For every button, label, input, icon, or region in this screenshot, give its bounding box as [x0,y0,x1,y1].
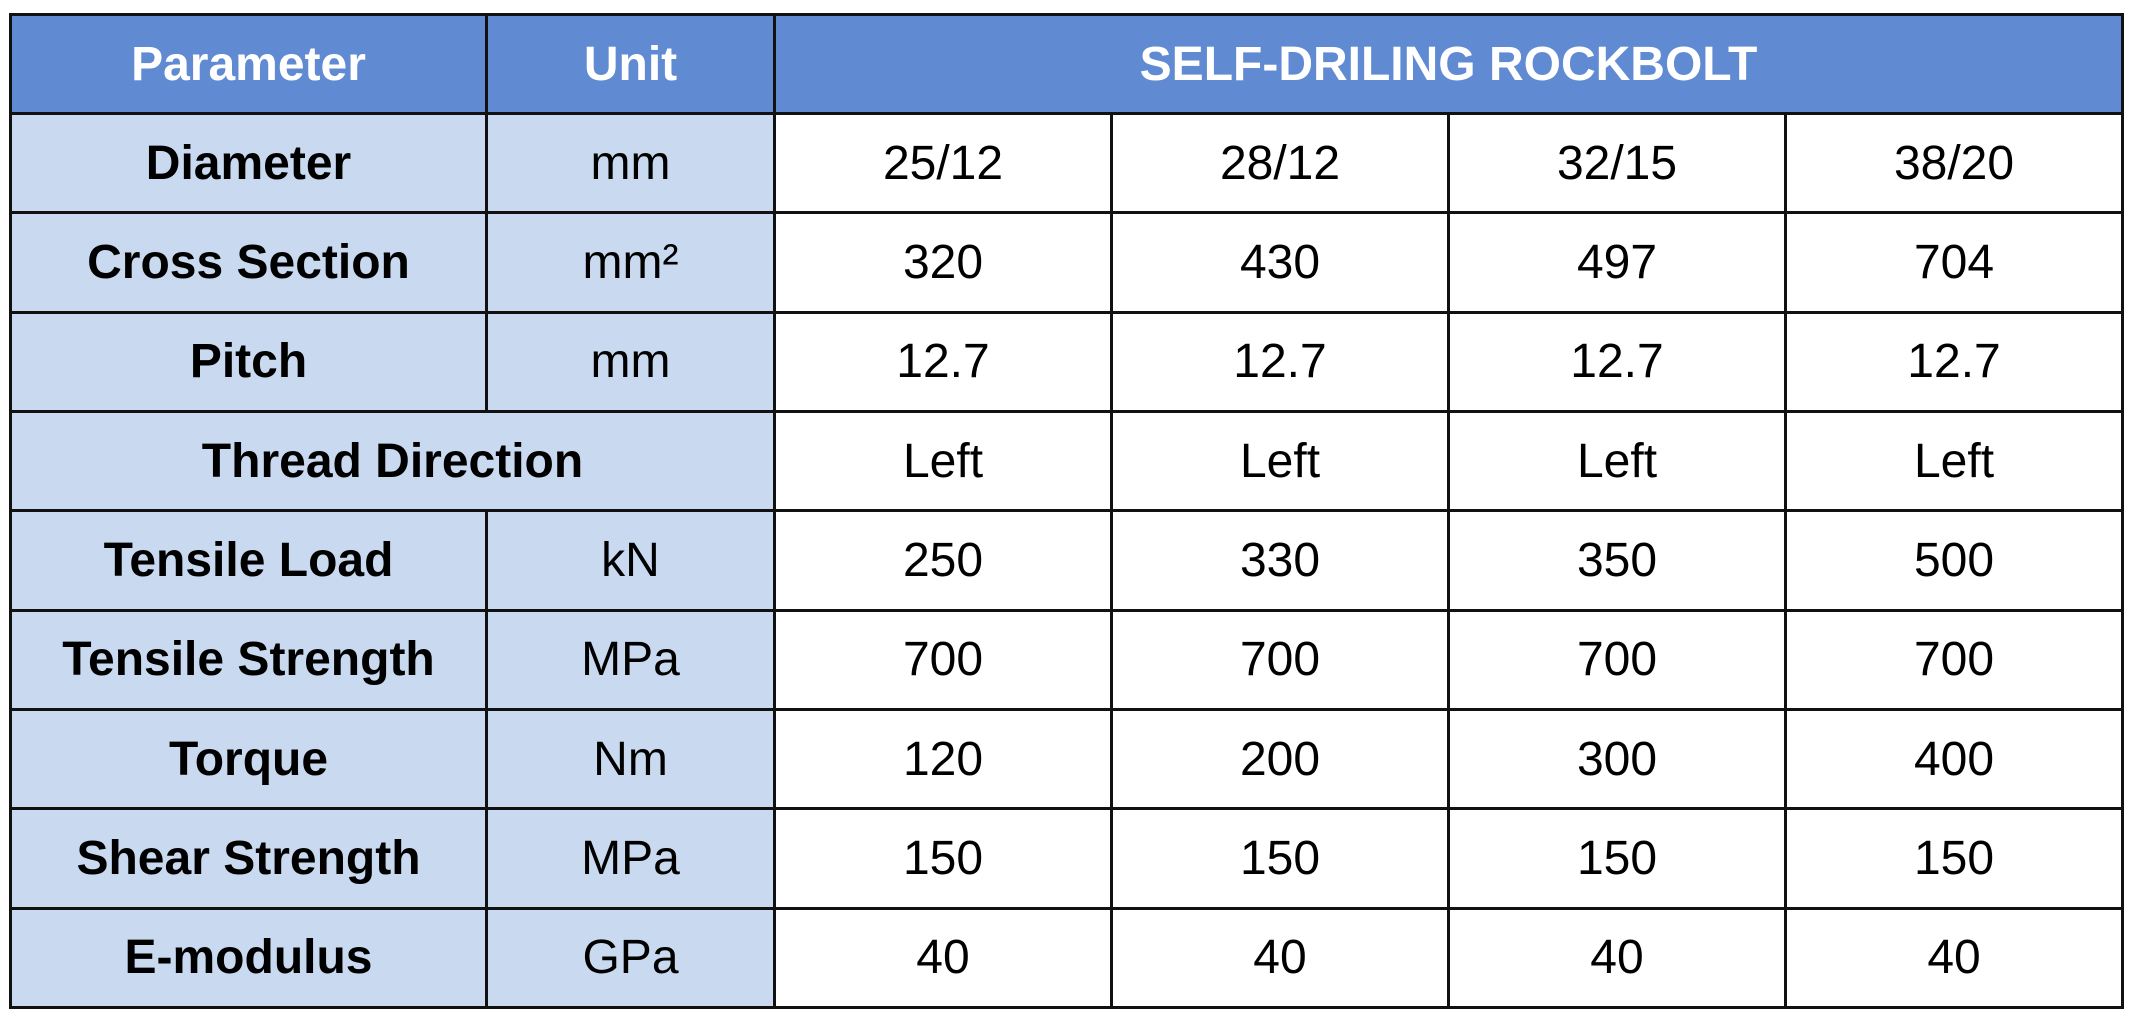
value-cell: Left [1110,409,1450,513]
value-cell: 40 [1783,906,2125,1010]
value-cell: 700 [1110,608,1450,711]
value-cell: 28/12 [1110,111,1450,215]
header-cell: Parameter [9,13,488,115]
value-cell: 40 [1447,906,1787,1010]
value-cell: 120 [773,707,1113,811]
value-cell: 40 [1110,906,1450,1010]
parameter-cell: Pitch [9,310,488,413]
header-row: Parameter Unit SELF-DRILING ROCKBOLT [9,13,2125,115]
value-cell: 12.7 [1783,310,2125,413]
value-cell: 700 [1783,608,2125,711]
value-cell: 150 [1447,807,1787,910]
value-cell: Left [1447,409,1787,513]
header-cell: Unit [485,13,776,115]
value-cell: 350 [1447,509,1787,612]
value-cell: 700 [773,608,1113,711]
unit-cell: mm [485,310,776,413]
value-cell: 38/20 [1783,111,2125,215]
value-cell: 330 [1110,509,1450,612]
value-cell: 700 [1447,608,1787,711]
value-cell: 500 [1783,509,2125,612]
value-cell: Left [773,409,1113,513]
parameter-cell: E-modulus [9,906,488,1010]
value-cell: 25/12 [773,111,1113,215]
table-row: Diameter mm 25/12 28/12 32/15 38/20 [9,111,2125,215]
value-cell: 400 [1783,707,2125,811]
unit-cell: kN [485,509,776,612]
table-row: Tensile Load kN 250 330 350 500 [9,509,2125,612]
table-body: Diameter mm 25/12 28/12 32/15 38/20 Cross Sect… [9,111,2125,1010]
value-cell: 200 [1110,707,1450,811]
value-cell: 150 [1110,807,1450,910]
parameter-cell: Shear Strength [9,807,488,910]
value-cell: 704 [1783,211,2125,314]
value-cell: 320 [773,211,1113,314]
parameter-cell: Diameter [9,111,488,215]
unit-cell: mm [485,111,776,215]
value-cell: 40 [773,906,1113,1010]
unit-cell: MPa [485,807,776,910]
parameter-cell: Cross Section [9,211,488,314]
value-cell: 12.7 [773,310,1113,413]
value-cell: 12.7 [1110,310,1450,413]
value-cell: Left [1783,409,2125,513]
unit-cell: Nm [485,707,776,811]
table-row: Shear Strength MPa 150 150 150 150 [9,807,2125,910]
value-cell: 12.7 [1447,310,1787,413]
unit-cell: mm² [485,211,776,314]
table-row: Tensile Strength MPa 700 700 700 700 [9,608,2125,711]
spec-table: Parameter Unit SELF-DRILING ROCKBOLT Dia… [9,13,2125,1010]
value-cell: 430 [1110,211,1450,314]
header-cell: SELF-DRILING ROCKBOLT [772,13,2125,115]
value-cell: 300 [1447,707,1787,811]
value-cell: 250 [773,509,1113,612]
value-cell: 497 [1447,211,1787,314]
parameter-cell: Tensile Load [9,509,488,612]
table-row: Torque Nm 120 200 300 400 [9,707,2125,811]
value-cell: 150 [1783,807,2125,910]
unit-cell: GPa [485,906,776,1010]
table-row: Pitch mm 12.7 12.7 12.7 12.7 [9,310,2125,413]
table-row: E-modulus GPa 40 40 40 40 [9,906,2125,1010]
table-row: Cross Section mm² 320 430 497 704 [9,211,2125,314]
parameter-cell: Thread Direction [9,409,776,513]
unit-cell: MPa [485,608,776,711]
table-row: Thread Direction Left Left Left Left [9,409,2125,513]
value-cell: 150 [773,807,1113,910]
value-cell: 32/15 [1447,111,1787,215]
parameter-cell: Torque [9,707,488,811]
parameter-cell: Tensile Strength [9,608,488,711]
